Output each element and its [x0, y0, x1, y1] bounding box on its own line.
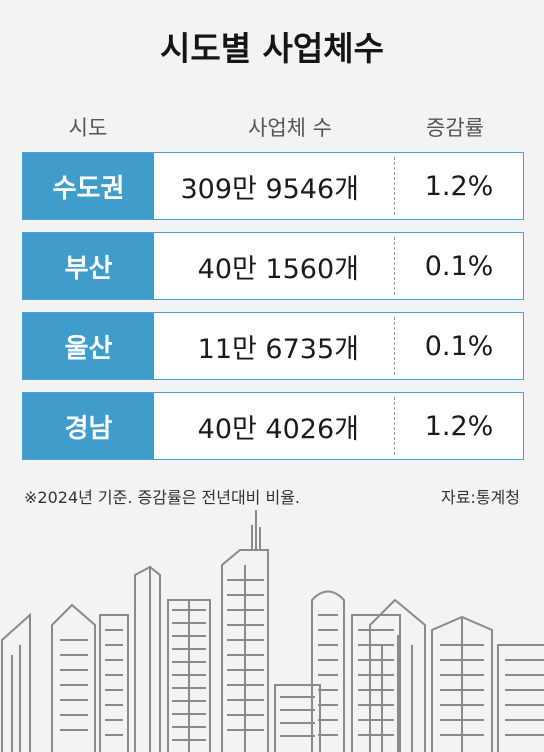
source-credit: 자료:통계청: [441, 488, 520, 507]
footnote: ※2024년 기준. 증감률은 전년대비 비율.: [24, 488, 301, 507]
table-row: 부산 40만 1560개 0.1%: [22, 232, 524, 300]
cell-divider: [394, 397, 395, 455]
column-header-region: 시도: [68, 116, 108, 140]
city-skyline-illustration: [1, 510, 544, 752]
column-header-rate: 증감률: [426, 116, 484, 140]
cell-divider: [394, 157, 395, 215]
region-cell: 부산: [23, 233, 154, 299]
count-cell: 40만 1560개: [197, 253, 359, 285]
count-cell: 11만 6735개: [197, 333, 359, 365]
count-cell: 40만 4026개: [197, 413, 359, 445]
chart-title: 시도별 사업체수: [159, 29, 384, 68]
table-row: 경남 40만 4026개 1.2%: [22, 392, 524, 460]
region-cell: 수도권: [23, 153, 154, 219]
region-cell: 울산: [23, 313, 154, 379]
count-cell: 309만 9546개: [180, 173, 359, 205]
table-row: 수도권 309만 9546개 1.2%: [22, 152, 524, 220]
table-row: 울산 11만 6735개 0.1%: [22, 312, 524, 380]
rate-cell: 0.1%: [424, 250, 494, 282]
cell-divider: [394, 237, 395, 295]
rate-cell: 1.2%: [424, 170, 494, 202]
region-cell: 경남: [23, 393, 154, 459]
column-header-count: 사업체 수: [248, 116, 332, 140]
cell-divider: [394, 317, 395, 375]
rate-cell: 1.2%: [424, 410, 494, 442]
rate-cell: 0.1%: [424, 330, 494, 362]
